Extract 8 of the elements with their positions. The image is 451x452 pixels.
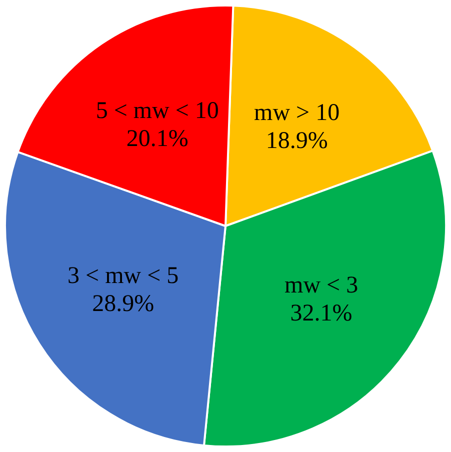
data-label: 20.1% bbox=[126, 126, 188, 152]
slice-label: mw > 10 bbox=[254, 100, 340, 126]
slice-label: 5 < mw < 10 bbox=[96, 98, 219, 124]
slice-label: 3 < mw < 5 bbox=[68, 263, 179, 290]
data-label: 18.9% bbox=[266, 128, 328, 154]
data-label: 28.9% bbox=[92, 291, 154, 318]
slice-label: mw < 3 bbox=[284, 272, 358, 299]
data-label: 32.1% bbox=[290, 300, 352, 327]
